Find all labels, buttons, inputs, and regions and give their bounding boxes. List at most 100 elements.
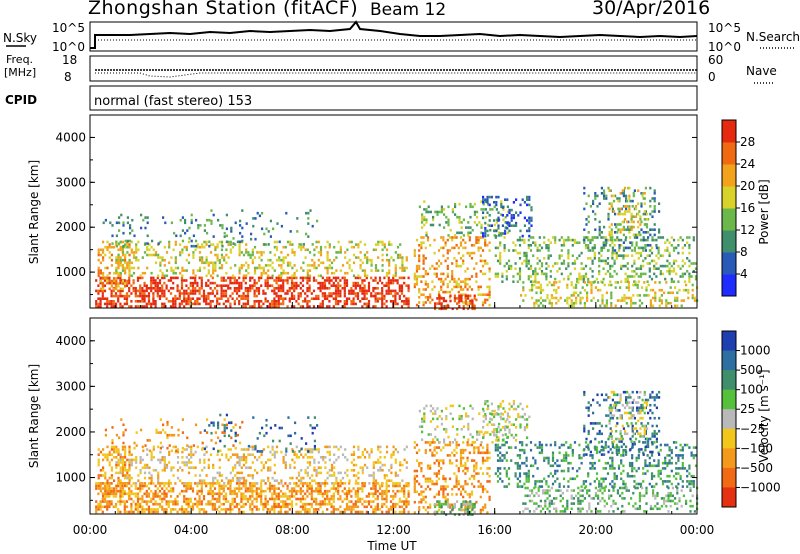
vel-cell — [290, 502, 294, 506]
power-cell — [604, 236, 607, 239]
vel-cell — [315, 497, 318, 501]
power-cell — [323, 294, 327, 298]
power-cell — [370, 276, 373, 280]
power-cell — [200, 281, 203, 285]
power-cell — [562, 244, 566, 247]
vel-cell — [213, 508, 217, 511]
power-cell — [253, 266, 257, 270]
power-cell — [242, 274, 246, 278]
power-cell — [227, 240, 230, 244]
power-cell — [648, 254, 651, 257]
power-cell — [672, 238, 676, 242]
power-cell — [209, 274, 213, 278]
power-cell — [500, 202, 503, 206]
power-cell — [648, 267, 651, 270]
vel-cell — [379, 450, 382, 454]
power-cell — [418, 301, 421, 304]
power-cell — [122, 221, 125, 225]
vel-cell — [106, 479, 109, 482]
power-cell — [587, 249, 590, 252]
power-cell — [688, 259, 691, 263]
power-cell — [486, 195, 489, 199]
vel-cell — [177, 428, 180, 432]
power-cell — [570, 301, 573, 305]
power-cell — [647, 294, 650, 297]
vel-cell — [128, 482, 131, 485]
vel-cell — [161, 458, 164, 462]
vel-cell — [290, 495, 294, 498]
power-cell — [297, 297, 300, 300]
power-cell — [216, 284, 219, 287]
power-cell — [486, 229, 489, 233]
vel-cell — [103, 505, 107, 509]
power-cell — [148, 243, 151, 246]
power-cell — [497, 216, 500, 220]
vel-cell — [207, 500, 210, 503]
power-cell — [381, 258, 384, 262]
power-cell — [443, 213, 446, 216]
power-cell — [456, 215, 459, 219]
power-cell — [462, 293, 465, 296]
power-cell — [456, 297, 459, 300]
vel-cell — [120, 418, 123, 421]
power-cell — [244, 305, 247, 308]
vel-cell — [155, 428, 158, 432]
vel-cell — [387, 508, 390, 511]
power-cell — [528, 216, 531, 220]
power-cell — [674, 299, 677, 302]
power-cell — [213, 287, 217, 290]
power-cell — [130, 284, 133, 287]
power-cell — [655, 267, 658, 270]
power-cell — [301, 305, 305, 308]
power-cell — [374, 264, 378, 267]
vel-cell — [234, 463, 237, 467]
power-cell — [398, 287, 401, 290]
power-cell — [119, 302, 122, 306]
vel-cell — [346, 474, 349, 477]
vel-cell — [95, 500, 98, 503]
power-cell — [609, 264, 612, 268]
power-cell — [205, 281, 208, 285]
power-cell — [473, 251, 476, 255]
power-cell — [381, 297, 384, 300]
vel-cell — [280, 482, 283, 485]
power-cell — [526, 229, 529, 233]
power-cell — [598, 251, 601, 255]
vel-cell — [235, 495, 239, 498]
vel-cell — [119, 510, 122, 514]
power-cell — [110, 253, 113, 257]
vel-cell — [147, 500, 151, 503]
vel-cell — [264, 482, 267, 485]
date-label: 30/Apr/2016 — [592, 0, 711, 19]
power-cell — [197, 226, 200, 230]
power-cell — [326, 266, 329, 270]
power-cell — [420, 241, 423, 244]
vel-cell — [334, 482, 338, 485]
vel-cell — [330, 497, 333, 501]
vel-cell — [236, 453, 239, 456]
power-cell — [557, 286, 560, 289]
power-cell — [579, 301, 582, 305]
vel-cell — [147, 487, 151, 490]
vel-cell — [220, 479, 224, 482]
power-cell — [532, 280, 535, 283]
power-cell — [268, 305, 272, 308]
power-cell — [613, 262, 616, 265]
vel-cell — [216, 492, 219, 496]
vel-cell — [113, 456, 116, 459]
power-cell — [220, 240, 224, 244]
vel-cell — [312, 489, 316, 493]
vel-cell — [372, 510, 375, 514]
vel-cell — [246, 500, 250, 503]
power-cell — [575, 291, 578, 295]
vel-cell — [279, 489, 283, 493]
power-cell — [687, 288, 690, 292]
power-cell — [286, 289, 289, 293]
power-cell — [180, 284, 184, 287]
vel-cell — [326, 482, 329, 485]
power-cell — [688, 236, 691, 239]
power-cell — [504, 226, 507, 229]
power-cell — [233, 287, 236, 290]
power-cell — [332, 292, 335, 295]
power-cell — [117, 261, 120, 265]
